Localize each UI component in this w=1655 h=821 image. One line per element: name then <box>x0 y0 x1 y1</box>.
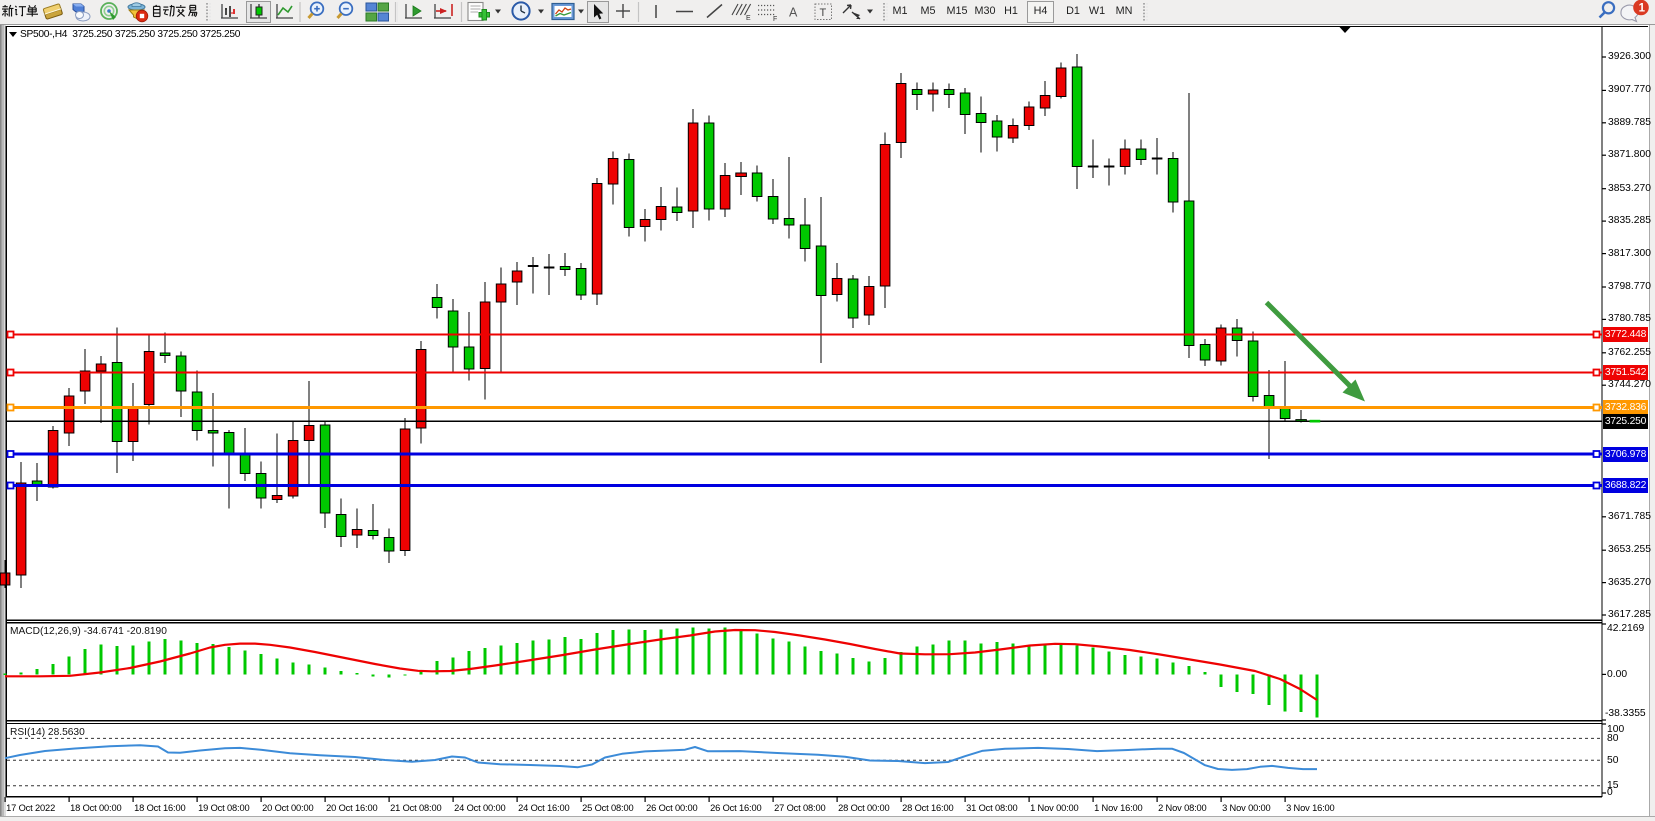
svg-text:T: T <box>820 7 827 19</box>
svg-text:1: 1 <box>1639 3 1646 15</box>
svg-text:A: A <box>789 6 798 20</box>
svg-text:E: E <box>746 15 751 22</box>
svg-text:F: F <box>773 16 777 23</box>
